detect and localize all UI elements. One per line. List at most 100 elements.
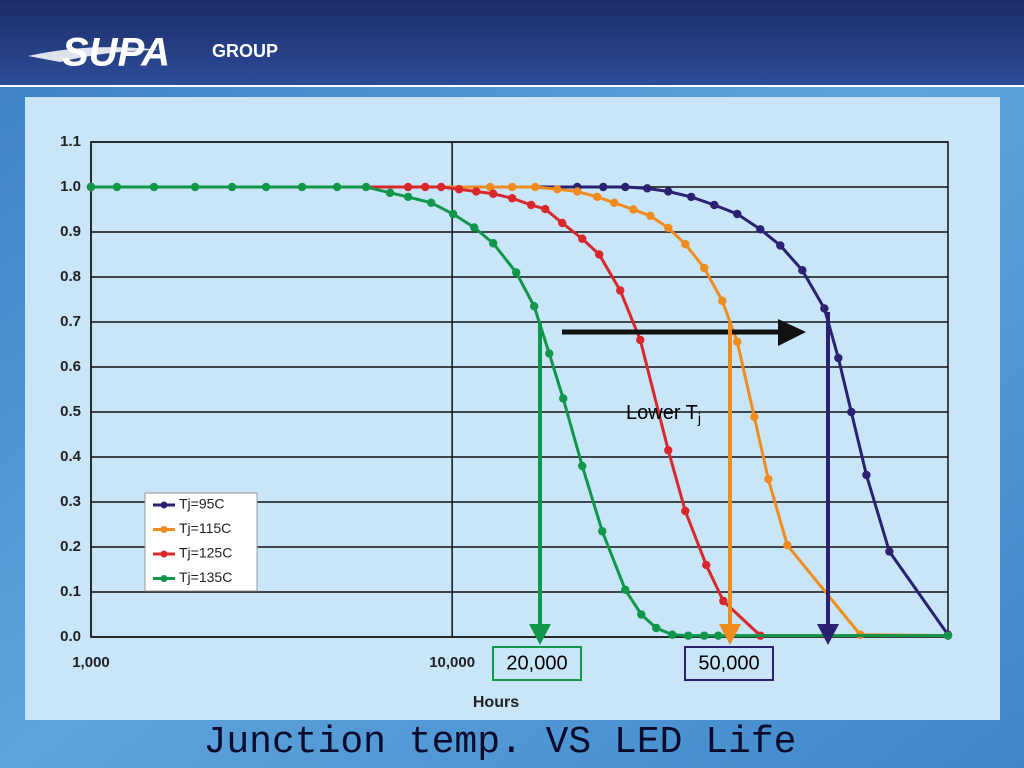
point (643, 184, 652, 193)
point (834, 353, 843, 363)
point (578, 461, 587, 471)
y-tick-label: 0.3 (60, 493, 81, 510)
point (454, 185, 464, 194)
point (112, 182, 122, 192)
y-tick-label: 0.7 (60, 313, 81, 330)
point (190, 182, 200, 192)
point (719, 596, 728, 606)
callout-box (684, 646, 774, 681)
plot-area: 0.0 0.1 0.2 0.3 0.4 0.5 0.6 0.7 0.8 0.9 1.0 1.1 1,00… (60, 133, 953, 671)
y-tick-label: 1.1 (60, 133, 81, 150)
legend-swatch-marker (160, 526, 168, 533)
point (86, 182, 96, 192)
legend-label: Tj=125C (179, 545, 232, 561)
point (149, 182, 159, 192)
point (847, 407, 856, 417)
logo-suffix: GROUP (212, 41, 278, 61)
point (862, 470, 871, 480)
point (593, 192, 602, 202)
point (820, 304, 829, 313)
point (558, 218, 567, 228)
point (756, 225, 765, 234)
point (529, 302, 539, 311)
point (718, 296, 727, 306)
point (426, 198, 436, 207)
point (798, 266, 807, 275)
point (668, 630, 677, 639)
point (436, 182, 446, 192)
point (750, 412, 759, 422)
point (511, 268, 521, 277)
legend-label: Tj=95C (179, 496, 225, 512)
point (629, 205, 638, 214)
drop-arrowhead (817, 624, 839, 645)
point (488, 239, 498, 248)
x-tick-label: 10,000 (429, 654, 475, 671)
shift-arrowhead (778, 319, 806, 346)
point (507, 194, 517, 203)
point (261, 182, 271, 192)
point (764, 474, 773, 484)
point (943, 631, 953, 640)
point (621, 585, 630, 594)
point (733, 337, 742, 346)
point (385, 188, 395, 198)
callout-box (492, 646, 582, 681)
legend-swatch-marker (160, 575, 168, 582)
point (599, 182, 608, 192)
point (578, 234, 587, 243)
point (595, 250, 604, 259)
point (507, 182, 517, 192)
legend-label: Tj=115C (179, 520, 231, 536)
annotation-text: Lower T (626, 402, 698, 424)
drop-arrowhead (529, 624, 551, 645)
point (664, 223, 673, 233)
point (664, 446, 673, 455)
point (227, 182, 237, 192)
point (526, 200, 536, 210)
point (332, 182, 342, 192)
point (733, 209, 742, 219)
y-tick-label: 0.2 (60, 538, 81, 555)
x-axis-title: Hours (473, 694, 519, 711)
point (652, 623, 661, 633)
legend-box (144, 492, 258, 592)
point (448, 209, 458, 219)
point (598, 527, 607, 536)
point (621, 182, 630, 192)
point (545, 349, 554, 358)
header-bar (0, 0, 1024, 85)
callout: 50,000 (698, 652, 759, 674)
point (573, 187, 582, 196)
point (646, 211, 655, 220)
point (553, 185, 562, 194)
y-tick-label: 0.1 (60, 583, 81, 600)
annotation: Lower Tj (626, 402, 701, 425)
point (714, 631, 723, 640)
point (885, 547, 894, 556)
point (702, 560, 711, 570)
point (531, 182, 540, 192)
point (783, 541, 792, 550)
point (297, 182, 307, 192)
point (710, 200, 719, 210)
point (472, 187, 481, 196)
point (776, 241, 785, 250)
legend-swatch-marker (160, 501, 168, 509)
point (485, 182, 495, 192)
annotation-subscript: j (697, 410, 701, 426)
point (488, 189, 498, 198)
point (681, 239, 690, 249)
point (636, 335, 645, 345)
point (470, 223, 479, 232)
y-tick-label: 0.9 (60, 223, 81, 240)
point (361, 182, 371, 192)
point (403, 192, 413, 202)
point (420, 182, 430, 192)
logo-swoosh (28, 47, 160, 62)
logo-name: SUPA (62, 31, 170, 75)
slide-title: Junction temp. VS LED Life (204, 721, 797, 764)
point (610, 198, 619, 207)
point (681, 506, 690, 516)
